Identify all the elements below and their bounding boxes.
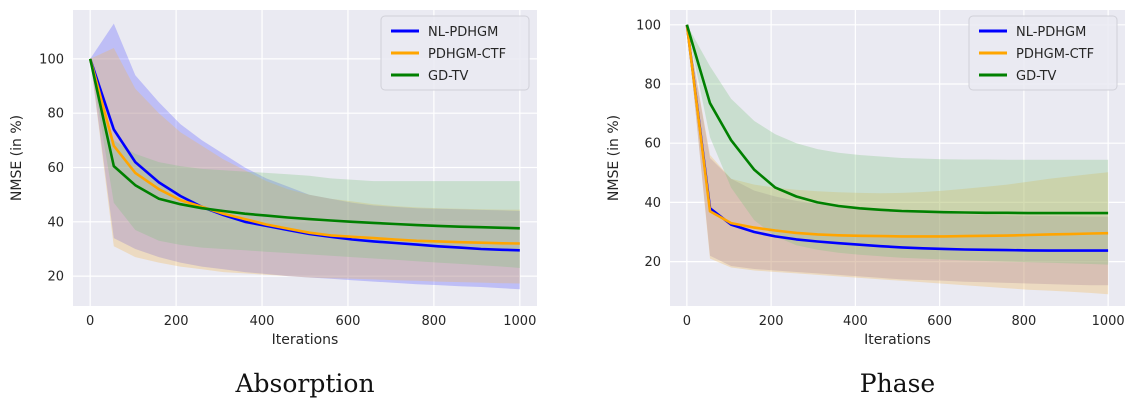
phase-chart: 0 200 400 600 800 1000 20 40 60 80 100 Iterations NM… (565, 0, 1129, 401)
y-tick-label: 40 (644, 196, 661, 211)
x-tick-label: 0 (86, 314, 94, 329)
y-tick-label: 20 (47, 270, 64, 285)
x-tick-label: 200 (759, 314, 784, 329)
confidence-band-nl-pdhgm (686, 24, 1109, 286)
legend-box (380, 15, 530, 91)
chart-caption: Phase (860, 369, 935, 398)
confidence-band-nl-pdhgm (90, 23, 520, 290)
x-axis-label: Iterations (272, 332, 339, 348)
series-line-pdhgm-ctf (88, 58, 520, 245)
legend-box (968, 15, 1118, 91)
chart-caption: Absorption (234, 369, 374, 398)
x-tick-label: 1000 (503, 314, 536, 329)
confidence-band-pdhgm-ctf (686, 24, 1109, 295)
y-tick-label: 100 (39, 52, 64, 67)
x-tick-label: 400 (843, 314, 868, 329)
y-tick-label: 60 (47, 161, 64, 176)
x-tick-label: 1000 (1092, 314, 1125, 329)
x-tick-label: 400 (250, 314, 275, 329)
series-line-nl-pdhgm (685, 24, 1109, 252)
series-line-gd-tv (685, 24, 1109, 215)
chart-svg: 0 200 400 600 800 1000 20 40 60 80 100 Iterations NM… (606, 10, 1125, 398)
y-tick-label: 20 (644, 255, 661, 270)
x-tick-label: 600 (927, 314, 952, 329)
legend-entry: PDHGM-CTF (1016, 47, 1094, 62)
y-axis-label: NMSE (in %) (9, 115, 25, 201)
x-tick-label: 800 (1011, 314, 1036, 329)
x-tick-label: 800 (421, 314, 446, 329)
y-axis-label: NMSE (in %) (606, 115, 622, 201)
confidence-band-gd-tv (686, 24, 1109, 265)
y-tick-label: 60 (644, 137, 661, 152)
legend-entry: GD-TV (1016, 69, 1057, 84)
x-axis-label: Iterations (864, 332, 931, 348)
chart-svg: 0 200 400 600 800 1000 20 40 60 80 100 Iterations NM… (9, 10, 537, 398)
legend-entry: GD-TV (428, 69, 469, 84)
x-tick-label: 600 (336, 314, 361, 329)
y-tick-label: 40 (47, 215, 64, 230)
y-tick-label: 80 (47, 107, 64, 122)
y-tick-label: 80 (644, 78, 661, 93)
legend-entry: NL-PDHGM (428, 25, 498, 40)
legend: NL-PDHGM PDHGM-CTF GD-TV (968, 15, 1118, 91)
x-tick-label: 200 (164, 314, 189, 329)
legend-entry: NL-PDHGM (1016, 25, 1086, 40)
confidence-band-gd-tv (90, 58, 520, 269)
absorption-chart: 0 200 400 600 800 1000 20 40 60 80 100 Iterations NM… (0, 0, 560, 401)
series-line-gd-tv (88, 58, 520, 230)
x-tick-label: 0 (683, 314, 691, 329)
legend: NL-PDHGM PDHGM-CTF GD-TV (380, 15, 530, 91)
series-line-pdhgm-ctf (685, 24, 1109, 238)
legend-entry: PDHGM-CTF (428, 47, 506, 62)
y-tick-label: 100 (636, 18, 661, 33)
